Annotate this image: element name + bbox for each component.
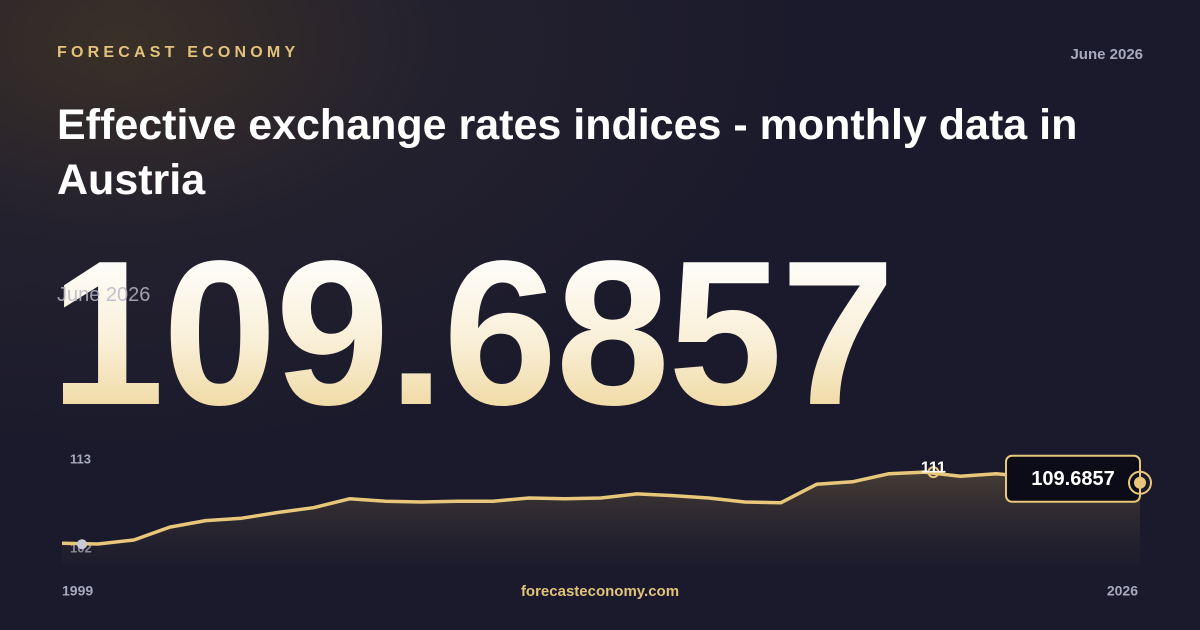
value-label: 111	[921, 459, 946, 476]
area	[62, 472, 1140, 565]
headline-period: June 2026	[57, 284, 151, 306]
y-tick-label: 113	[70, 451, 91, 466]
end-point	[1134, 476, 1146, 489]
line	[61, 470, 1141, 546]
date: June 2026	[1070, 46, 1143, 63]
title: Effective exchange rates indices - month…	[57, 101, 1078, 204]
peak-point	[927, 466, 940, 479]
value-label: 109.6857	[1031, 468, 1114, 490]
x-tick-label: 1999	[62, 583, 93, 599]
brand: FORECAST ECONOMY	[57, 44, 300, 61]
x-tick-label: 2026	[1107, 583, 1138, 599]
end-halo	[1128, 470, 1152, 495]
start-point	[77, 539, 87, 550]
headline-value: 109.6857	[50, 218, 895, 448]
footer: forecasteconomy.com	[521, 583, 679, 600]
